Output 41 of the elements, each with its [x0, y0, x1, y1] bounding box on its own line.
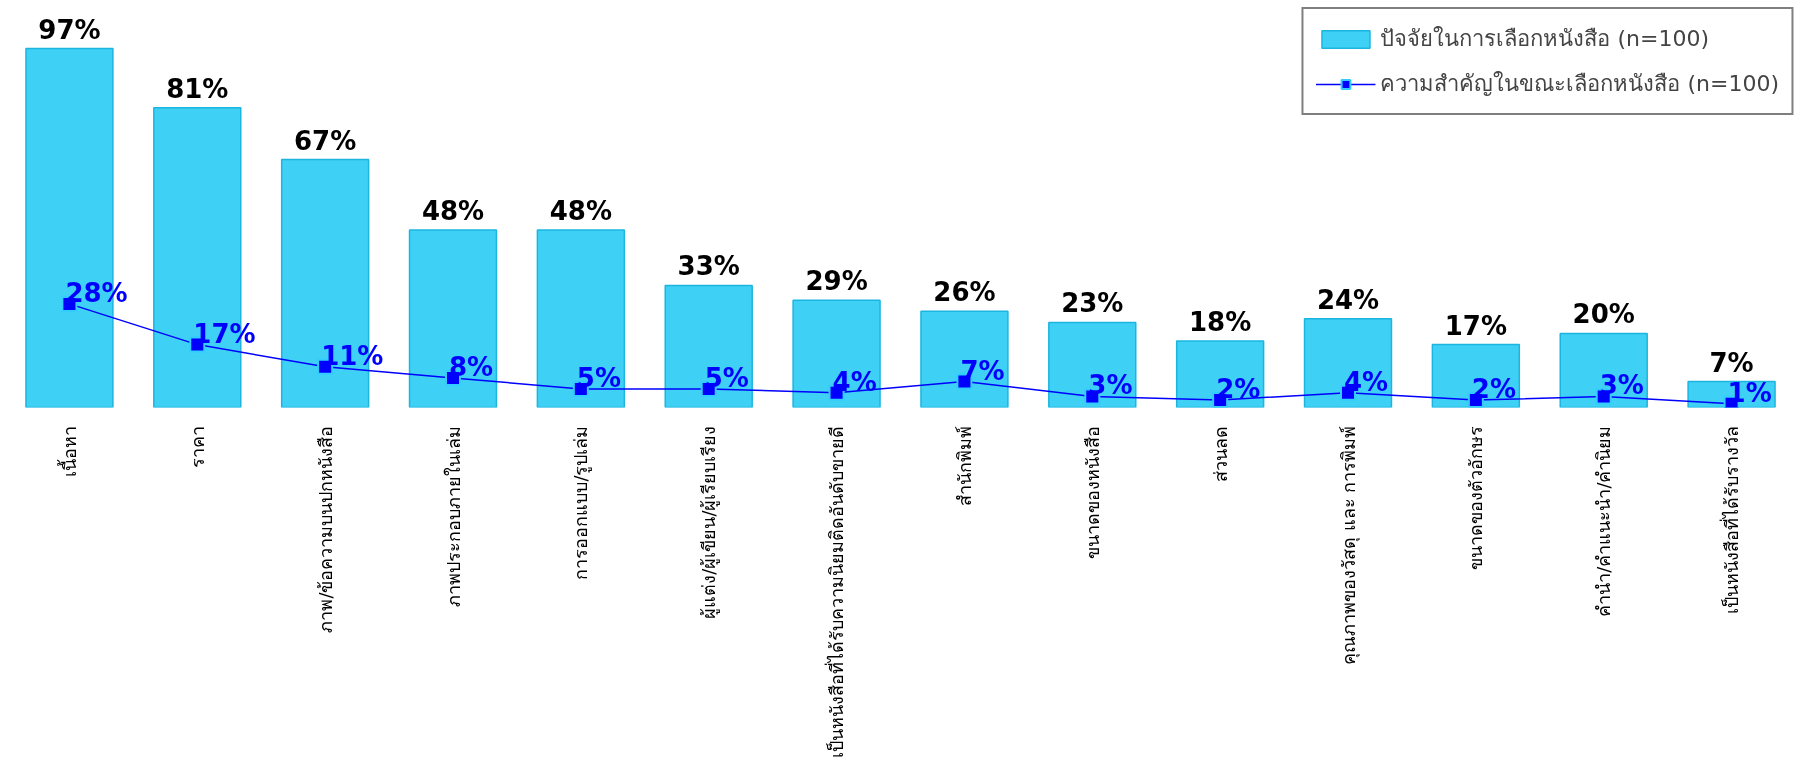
x-tick-label: การออกแบบ/รูปเล่ม [570, 425, 593, 580]
data-label: 29% [805, 266, 868, 297]
data-label: 23% [1061, 288, 1124, 319]
x-tick-label: คำนำ/คำแนะนำ/คำนิยม [1593, 425, 1615, 617]
data-label: 7% [1709, 347, 1754, 378]
data-label: 48% [549, 195, 612, 226]
legend-label: ปัจจัยในการเลือกหนังสือ (n=100) [1380, 25, 1709, 53]
bar [920, 310, 1009, 408]
data-label: 18% [1189, 306, 1252, 337]
bar [664, 284, 753, 408]
bar [1303, 317, 1393, 408]
x-tick-label: ส่วนลด [1209, 425, 1231, 482]
x-tick-label: ผู้แต่ง/ผู้เขียน/ผู้เรียบเรียง [698, 425, 721, 619]
data-label: 26% [933, 277, 996, 308]
x-tick-label: สำนักพิมพ์ [953, 425, 975, 506]
bar [1048, 321, 1137, 408]
bar [792, 299, 881, 408]
x-tick-label: เนื้อหา [56, 425, 80, 477]
data-label: 4% [832, 366, 877, 397]
data-label: 48% [421, 195, 485, 226]
x-tick-label: คุณภาพของวัสดุ และ การพิมพ์ [1337, 425, 1360, 665]
legend-label: ความสำคัญในขณะเลือกหนังสือ (n=100) [1380, 70, 1779, 98]
bar [1559, 332, 1648, 408]
x-tick-label: เป็นหนังสือที่ได้รับความนิยมติดอันดับขายดี [824, 425, 848, 758]
data-label: 24% [1316, 284, 1380, 315]
x-tick-label: ขนาดของหนังสือ [1081, 425, 1103, 559]
x-tick-label: เป็นหนังสือที่ได้รับรางวัล [1719, 425, 1743, 614]
x-tick-label: ราคา [186, 425, 208, 468]
data-label: 97% [38, 14, 101, 45]
data-label: 4% [1344, 366, 1389, 397]
x-tick-label: ภาพประกอบภายในเล่ม [442, 425, 464, 607]
data-label: 81% [166, 73, 229, 104]
bar [408, 229, 498, 408]
data-label: 20% [1572, 299, 1635, 330]
data-label: 33% [677, 251, 740, 282]
data-label: 17% [1444, 310, 1507, 341]
x-tick-label: ขนาดของตัวอักษร [1465, 425, 1487, 570]
x-tick-label: ภาพ/ข้อความบนปกหนังสือ [314, 425, 336, 633]
bar [536, 229, 626, 408]
data-label: 67% [294, 125, 357, 156]
bar [1175, 340, 1265, 408]
